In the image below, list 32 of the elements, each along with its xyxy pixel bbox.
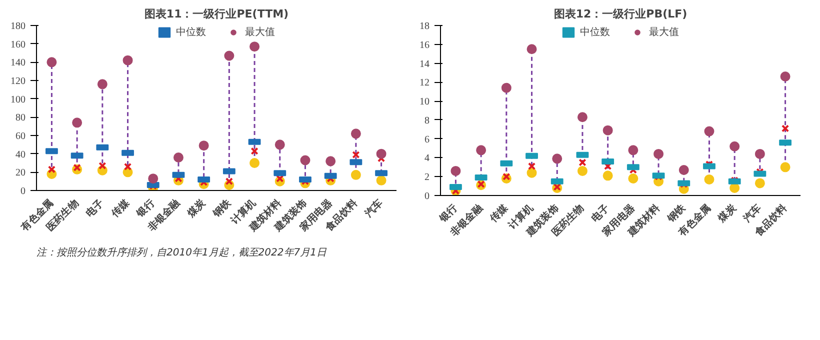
y-tick-label: 60 bbox=[16, 131, 26, 142]
x-tick-label: 煤炭 bbox=[184, 196, 208, 220]
y-tick-label: 6 bbox=[424, 134, 430, 146]
y-tick-label: 2 bbox=[424, 172, 430, 184]
y-tick-label: 120 bbox=[10, 76, 26, 87]
x-tick-label: 汽车 bbox=[362, 196, 386, 220]
y-tick-label: 160 bbox=[10, 39, 26, 50]
y-tick-label: 140 bbox=[10, 58, 26, 69]
y-tick-label: 180 bbox=[10, 21, 26, 32]
text: 注：按照分位数升序排列，自2010年1月起，截至2022年7月1日 bbox=[36, 246, 328, 258]
y-tick-label: 12 bbox=[420, 78, 430, 89]
y-tick-label: 4 bbox=[424, 153, 430, 164]
chart-title: 图表11：一级行业PE(TTM) bbox=[144, 8, 289, 20]
legend-label: 中位数 bbox=[580, 26, 610, 39]
y-tick-label: 100 bbox=[10, 94, 26, 106]
y-tick-label: 18 bbox=[420, 21, 430, 32]
chart-title: 图表12：一级行业PB(LF) bbox=[554, 8, 688, 20]
x-tick-label: 电子 bbox=[84, 196, 106, 220]
x-tick-label: 传媒 bbox=[108, 196, 132, 220]
legend-label: 中位数 bbox=[176, 26, 206, 39]
y-tick-label: 8 bbox=[424, 115, 430, 126]
legend-label: 最大值 bbox=[245, 26, 275, 39]
y-tick-label: 80 bbox=[16, 112, 26, 124]
y-tick-label: 20 bbox=[16, 168, 26, 179]
legend-label: 最大值 bbox=[649, 26, 679, 39]
y-tick-label: 40 bbox=[16, 149, 26, 160]
y-tick-label: 10 bbox=[420, 96, 430, 108]
y-tick-label: 0 bbox=[20, 186, 26, 197]
y-tick-label: 16 bbox=[420, 40, 430, 51]
y-tick-label: 0 bbox=[424, 191, 430, 202]
x-tick-label: 煤炭 bbox=[715, 201, 740, 226]
y-tick-label: 14 bbox=[420, 58, 430, 70]
